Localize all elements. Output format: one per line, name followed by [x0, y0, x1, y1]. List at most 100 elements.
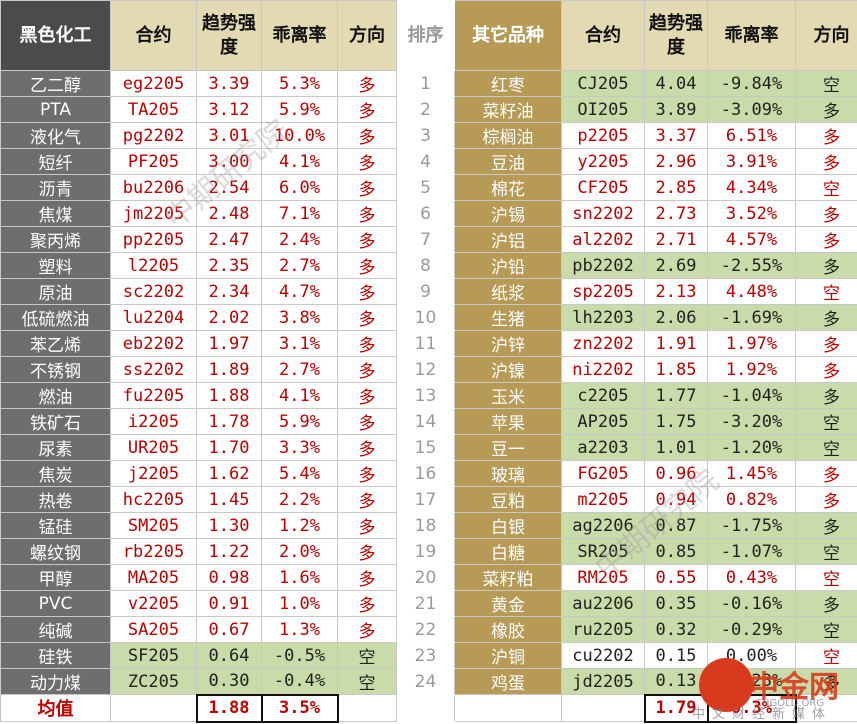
rank-number: 18 [396, 512, 455, 539]
right-strength: 1.01 [644, 434, 708, 461]
rank-number: 21 [396, 590, 455, 617]
right-variety-name: 沪锡 [454, 200, 562, 227]
left-contract: lu2204 [110, 304, 197, 331]
right-deviation: -1.69% [707, 304, 796, 331]
left-deviation: -0.4% [261, 668, 338, 695]
right-strength: 2.13 [644, 278, 708, 305]
rank-number: 4 [396, 148, 455, 175]
right-variety-name: 纸浆 [454, 278, 562, 305]
right-variety-name: 沪锌 [454, 330, 562, 357]
left-strength: 0.30 [196, 668, 262, 695]
right-deviation: -1.20% [707, 434, 796, 461]
left-direction: 多 [337, 96, 397, 123]
right-strength: 0.35 [644, 590, 708, 617]
left-deviation: 2.4% [261, 226, 338, 253]
right-variety-name: 玻璃 [454, 460, 562, 487]
average-empty [396, 694, 455, 722]
right-direction: 多 [795, 226, 857, 253]
right-contract: RM205 [561, 564, 645, 591]
left-deviation: 2.0% [261, 538, 338, 565]
left-contract: sc2202 [110, 278, 197, 305]
table-row: 铁矿石 i2205 1.78 5.9% 多 14 苹果 AP205 1.75 -3.20% 空 [0, 408, 857, 435]
right-deviation: -1.07% [707, 538, 796, 565]
left-direction: 多 [337, 512, 397, 539]
left-contract: v2205 [110, 590, 197, 617]
table-row: 低硫燃油 lu2204 2.02 3.8% 多 10 生猪 lh2203 2.06 -1.69% 多 [0, 304, 857, 331]
left-contract: i2205 [110, 408, 197, 435]
left-deviation: 4.7% [261, 278, 338, 305]
right-contract: a2203 [561, 434, 645, 461]
rank-number: 8 [396, 252, 455, 279]
right-direction: 多 [795, 382, 857, 409]
right-direction: 多 [795, 96, 857, 123]
right-contract: jd2205 [561, 668, 645, 695]
left-variety-name: 尿素 [0, 434, 111, 461]
table-row: 焦炭 j2205 1.62 5.4% 多 16 玻璃 FG205 0.96 1.45% 多 [0, 460, 857, 487]
right-direction: 空 [795, 642, 857, 669]
average-empty [337, 694, 397, 722]
left-variety-name: 甲醇 [0, 564, 111, 591]
average-empty [110, 694, 197, 722]
right-deviation: 1.92% [707, 356, 796, 383]
table-row: 燃油 fu2205 1.88 4.1% 多 13 玉米 c2205 1.77 -1.04% 多 [0, 382, 857, 409]
left-strength: 2.47 [196, 226, 262, 253]
rank-number: 24 [396, 668, 455, 695]
left-direction: 多 [337, 460, 397, 487]
left-deviation: 1.2% [261, 512, 338, 539]
rank-number: 9 [396, 278, 455, 305]
left-direction: 空 [337, 642, 397, 669]
left-variety-name: 不锈钢 [0, 356, 111, 383]
right-deviation: 0.43% [707, 564, 796, 591]
left-strength: 2.02 [196, 304, 262, 331]
left-deviation: 5.3% [261, 70, 338, 97]
left-variety-name: 动力煤 [0, 668, 111, 695]
right-contract: ru2205 [561, 616, 645, 643]
left-contract: eg2205 [110, 70, 197, 97]
left-direction: 多 [337, 486, 397, 513]
left-variety-name: 沥青 [0, 174, 111, 201]
logo-strip: 中文财经新媒体 [692, 707, 833, 722]
right-direction: 多 [795, 590, 857, 617]
right-variety-name: 豆粕 [454, 486, 562, 513]
left-variety-name: 锰硅 [0, 512, 111, 539]
left-strength: 0.67 [196, 616, 262, 643]
table-row: 聚丙烯 pp2205 2.47 2.4% 多 7 沪铝 al2202 2.71 4.57% 多 [0, 226, 857, 253]
header-right-category: 其它品种 [454, 0, 562, 71]
table-row: 沥青 bu2206 2.54 6.0% 多 5 棉花 CF205 2.85 4.34% 空 [0, 174, 857, 201]
left-direction: 多 [337, 538, 397, 565]
average-empty [561, 694, 645, 722]
right-strength: 2.69 [644, 252, 708, 279]
left-strength: 0.91 [196, 590, 262, 617]
right-direction: 多 [795, 252, 857, 279]
left-deviation: 5.4% [261, 460, 338, 487]
left-variety-name: 纯碱 [0, 616, 111, 643]
right-direction: 空 [795, 408, 857, 435]
right-variety-name: 棉花 [454, 174, 562, 201]
left-strength: 1.88 [196, 382, 262, 409]
left-direction: 多 [337, 148, 397, 175]
right-strength: 2.85 [644, 174, 708, 201]
left-deviation: 2.7% [261, 356, 338, 383]
table-row: 纯碱 SA205 0.67 1.3% 多 22 橡胶 ru2205 0.32 -0.29% 空 [0, 616, 857, 643]
left-direction: 多 [337, 200, 397, 227]
header-trend-strength-right: 趋势强度 [644, 0, 708, 71]
left-variety-name: 铁矿石 [0, 408, 111, 435]
left-variety-name: PTA [0, 96, 111, 123]
right-direction: 多 [795, 330, 857, 357]
right-strength: 3.89 [644, 96, 708, 123]
left-deviation: 3.1% [261, 330, 338, 357]
table-body: 乙二醇 eg2205 3.39 5.3% 多 1 红枣 CJ205 4.04 -9.84% 空 PTA… [0, 70, 857, 695]
table-row: 苯乙烯 eb2202 1.97 3.1% 多 11 沪锌 zn2202 1.91 1.97% 多 [0, 330, 857, 357]
right-strength: 4.04 [644, 70, 708, 97]
left-strength: 3.01 [196, 122, 262, 149]
right-contract: OI205 [561, 96, 645, 123]
header-deviation: 乖离率 [261, 0, 338, 71]
right-direction: 多 [795, 122, 857, 149]
left-contract: SF205 [110, 642, 197, 669]
table-row: 螺纹钢 rb2205 1.22 2.0% 多 19 白糖 SR205 0.85 -1.07% 空 [0, 538, 857, 565]
left-variety-name: 塑料 [0, 252, 111, 279]
rank-number: 6 [396, 200, 455, 227]
right-deviation: 0.82% [707, 486, 796, 513]
right-deviation: -1.75% [707, 512, 796, 539]
